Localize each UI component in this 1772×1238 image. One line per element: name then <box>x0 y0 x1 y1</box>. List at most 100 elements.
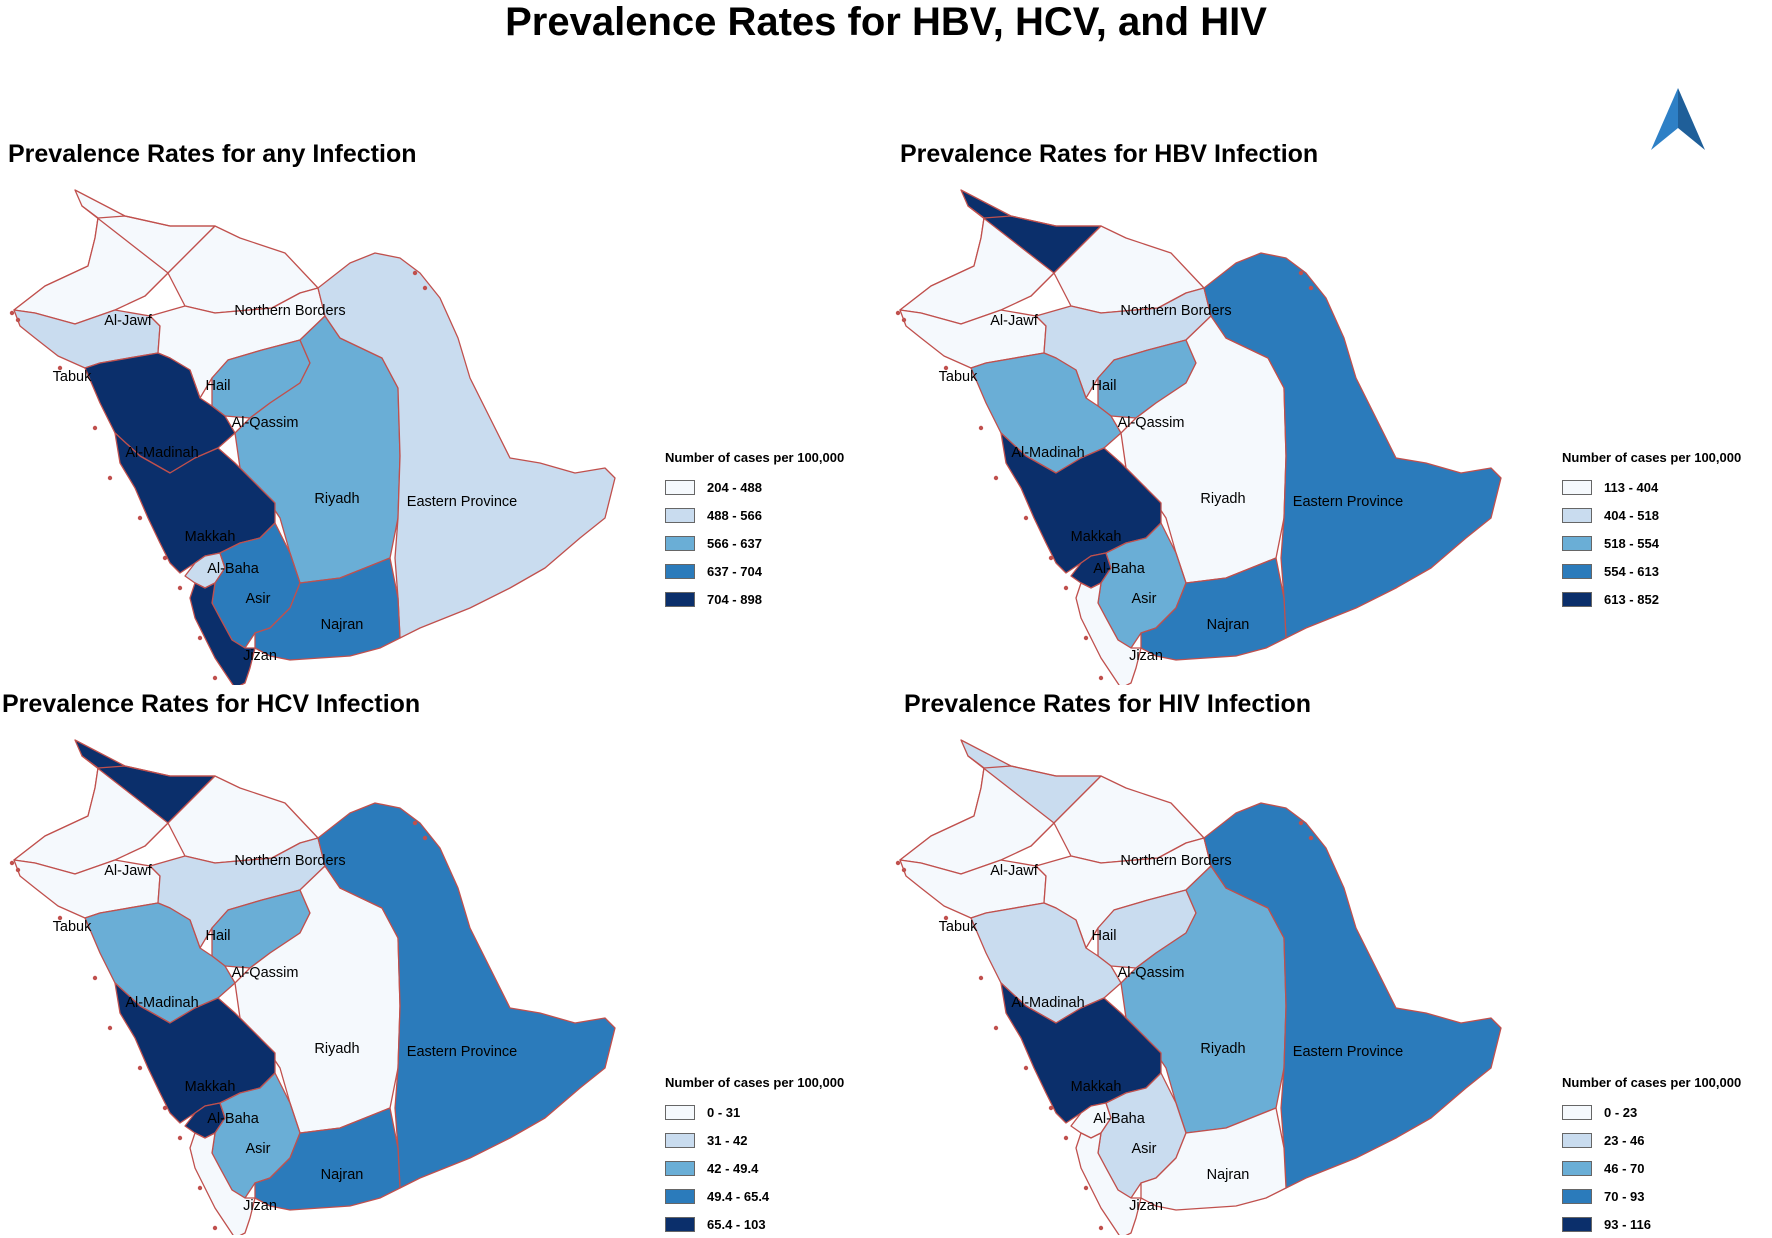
region-label-al-baha: Al-Baha <box>1093 1111 1145 1127</box>
choropleth-map <box>895 189 1502 685</box>
legend-label: 65.4 - 103 <box>707 1216 766 1232</box>
legend-item: 0 - 23 <box>1562 1098 1772 1126</box>
legend-swatch <box>665 479 695 495</box>
region-label-tabuk: Tabuk <box>938 369 978 385</box>
region-label-jizan: Jizan <box>1129 648 1163 664</box>
region-label-najran: Najran <box>1206 1167 1250 1183</box>
legend-label: 49.4 - 65.4 <box>707 1188 770 1204</box>
coastal-island <box>1098 675 1104 681</box>
coastal-island <box>993 1025 999 1031</box>
legend-label: 31 - 42 <box>707 1132 748 1148</box>
region-label-northern-borders: Northern Borders <box>234 853 346 869</box>
region-label-al-jawf: Al-Jawf <box>990 313 1038 329</box>
coastal-island <box>1023 515 1029 521</box>
legend-swatch <box>1562 507 1592 523</box>
region-label-hail: Hail <box>1091 928 1117 944</box>
legend-label: 518 - 554 <box>1604 535 1659 551</box>
legend-label: 204 - 488 <box>707 479 762 495</box>
region-jizan <box>1075 1132 1142 1235</box>
region-label-al-madinah: Al-Madinah <box>1011 445 1085 461</box>
coastal-island <box>895 860 901 866</box>
region-label-asir: Asir <box>245 1141 271 1157</box>
region-label-riyadh: Riyadh <box>1200 1041 1246 1057</box>
map-panel: Prevalence Rates for HIV Infection Al-Jaw… <box>886 690 1772 1235</box>
map-panel: Prevalence Rates for any Infection Al-Jaw… <box>0 140 886 685</box>
coastal-island <box>1023 1065 1029 1071</box>
legend-item: 518 - 554 <box>1562 529 1772 557</box>
choropleth-map <box>895 739 1502 1235</box>
legend-label: 637 - 704 <box>707 563 762 579</box>
region-label-riyadh: Riyadh <box>314 1041 360 1057</box>
region-label-hail: Hail <box>1091 378 1117 394</box>
region-label-tabuk: Tabuk <box>52 369 92 385</box>
region-label-najran: Najran <box>320 1167 364 1183</box>
region-label-jizan: Jizan <box>243 1198 277 1214</box>
region-label-eastern-province: Eastern Province <box>406 494 518 510</box>
legend-label: 704 - 898 <box>707 591 762 607</box>
region-label-al-baha: Al-Baha <box>207 561 259 577</box>
coastal-island <box>9 310 15 316</box>
coastal-island <box>57 365 63 371</box>
region-label-al-jawf: Al-Jawf <box>990 863 1038 879</box>
region-label-asir: Asir <box>1131 1141 1157 1157</box>
legend-swatch <box>665 1188 695 1204</box>
coastal-island <box>1098 1225 1104 1231</box>
coastal-island <box>422 285 428 291</box>
region-label-al-baha: Al-Baha <box>1093 561 1145 577</box>
region-eastern-province <box>1203 252 1502 639</box>
region-label-tabuk: Tabuk <box>52 919 92 935</box>
legend-title: Number of cases per 100,000 <box>1562 450 1742 465</box>
legend-item: 93 - 116 <box>1562 1210 1772 1238</box>
region-label-makkah: Makkah <box>1070 1079 1122 1095</box>
legend-swatch <box>1562 479 1592 495</box>
coastal-island <box>1048 555 1054 561</box>
coastal-island <box>1308 835 1314 841</box>
region-label-najran: Najran <box>320 617 364 633</box>
map-legend: Number of cases per 100,000 0 - 23 23 - 46… <box>1562 1075 1772 1238</box>
legend-swatch <box>1562 1104 1592 1120</box>
coastal-island <box>1298 270 1304 276</box>
legend-item: 704 - 898 <box>665 585 880 613</box>
region-najran <box>254 557 401 661</box>
legend-item: 113 - 404 <box>1562 473 1772 501</box>
coastal-island <box>197 635 203 641</box>
coastal-island <box>92 425 98 431</box>
coastal-island <box>993 475 999 481</box>
legend-swatch <box>1562 1188 1592 1204</box>
region-label-makkah: Makkah <box>184 529 236 545</box>
legend-swatch <box>665 507 695 523</box>
coastal-island <box>197 1185 203 1191</box>
choropleth-map <box>9 189 616 685</box>
legend-swatch <box>1562 1160 1592 1176</box>
legend-label: 0 - 31 <box>707 1104 741 1120</box>
coastal-island <box>162 1105 168 1111</box>
legend-label: 23 - 46 <box>1604 1132 1645 1148</box>
region-label-northern-borders: Northern Borders <box>234 303 346 319</box>
legend-swatch <box>665 1104 695 1120</box>
legend-title: Number of cases per 100,000 <box>665 1075 845 1090</box>
legend-swatch <box>665 1160 695 1176</box>
region-label-al-qassim: Al-Qassim <box>231 965 299 981</box>
region-najran <box>1140 557 1287 661</box>
coastal-island <box>15 317 21 323</box>
legend-swatch <box>665 591 695 607</box>
legend-swatch <box>1562 1216 1592 1232</box>
region-label-northern-borders: Northern Borders <box>1120 303 1232 319</box>
coastal-island <box>177 585 183 591</box>
coastal-island <box>901 317 907 323</box>
region-label-najran: Najran <box>1206 617 1250 633</box>
map-legend: Number of cases per 100,000 204 - 488 488 … <box>665 450 880 613</box>
map-legend: Number of cases per 100,000 113 - 404 404 … <box>1562 450 1772 613</box>
region-label-tabuk: Tabuk <box>938 919 978 935</box>
coastal-island <box>177 1135 183 1141</box>
region-label-jizan: Jizan <box>1129 1198 1163 1214</box>
legend-item: 31 - 42 <box>665 1126 880 1154</box>
region-eastern-province <box>1203 802 1502 1189</box>
legend-item: 566 - 637 <box>665 529 880 557</box>
panel-title: Prevalence Rates for HBV Infection <box>900 140 1319 168</box>
legend-swatch <box>665 535 695 551</box>
region-label-asir: Asir <box>1131 591 1157 607</box>
region-najran <box>254 1107 401 1211</box>
coastal-island <box>412 820 418 826</box>
coastal-island <box>137 1065 143 1071</box>
